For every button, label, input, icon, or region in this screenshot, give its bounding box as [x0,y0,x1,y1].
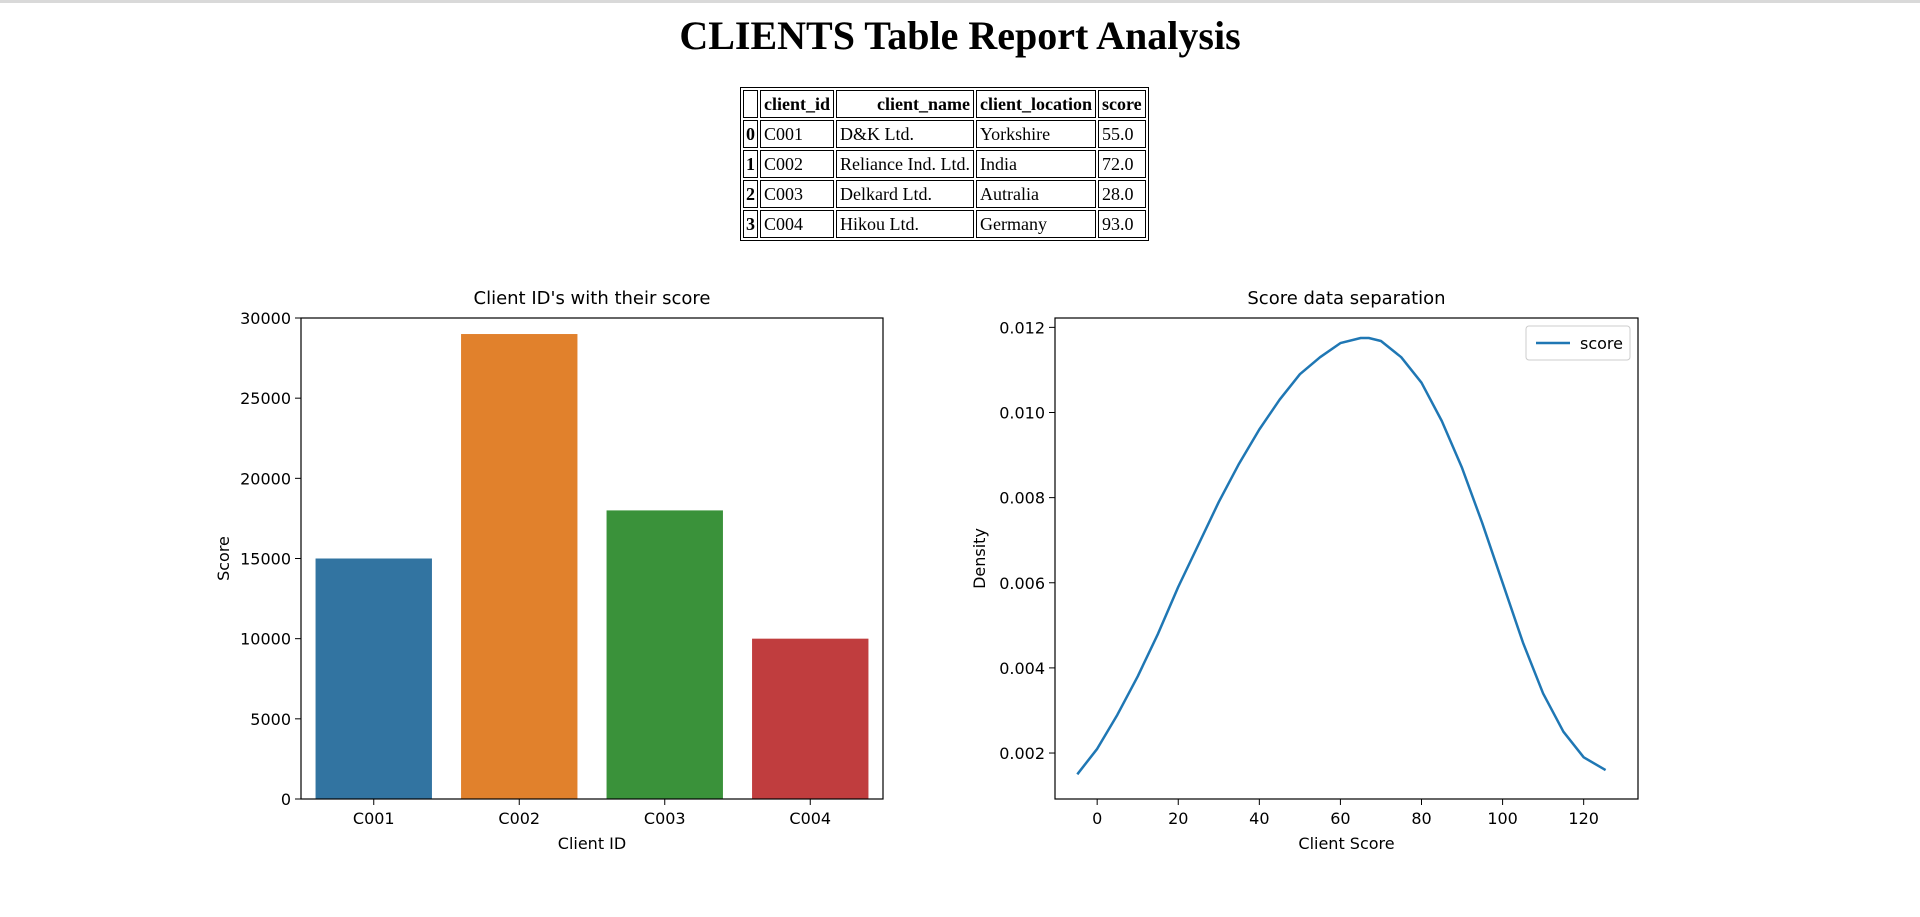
y-tick-label: 0.002 [999,744,1045,763]
x-tick-label: C002 [498,809,540,828]
client-location-cell: Yorkshire [975,120,1096,148]
y-axis-label: Density [970,528,989,589]
bar-c002 [461,334,578,799]
client-id-header: client_id [760,90,834,118]
score-header: score [1097,90,1146,118]
client-id-cell: C003 [760,180,834,208]
table-row: 0 C001 D&K Ltd. Yorkshire 55.0 [743,120,1146,148]
y-tick-label: 20000 [240,469,291,488]
plot-frame [1054,317,1639,800]
row-index: 0 [743,120,758,148]
client-location-cell: Autralia [975,180,1096,208]
y-tick-label: 0.012 [999,318,1045,337]
y-axis-label: Score [214,536,233,581]
chart-title: Client ID's with their score [474,288,711,309]
score-cell: 72.0 [1097,150,1146,178]
x-tick-label: C004 [789,809,831,828]
y-tick-label: 0.010 [999,403,1045,422]
client-id-cell: C001 [760,120,834,148]
client-score-bar-chart: Client ID's with their score 0 5000 10000 15… [214,288,884,853]
score-cell: 28.0 [1097,180,1146,208]
y-tick-label: 30000 [240,309,291,328]
row-index: 1 [743,150,758,178]
y-tick-label: 25000 [240,389,291,408]
y-tick-label: 5000 [250,710,291,729]
legend-box [1525,325,1631,361]
client-name-cell: Hikou Ltd. [836,210,974,238]
client-location-cell: India [975,150,1096,178]
client-name-cell: D&K Ltd. [836,120,974,148]
score-cell: 93.0 [1097,210,1146,238]
top-border [0,0,1920,3]
y-tick-label: 10000 [240,630,291,649]
table-row: 1 C002 Reliance Ind. Ltd. India 72.0 [743,150,1146,178]
legend: score [1525,325,1631,361]
y-tick-label: 0.008 [999,489,1045,508]
bar-c004 [752,638,869,799]
x-tick-label: 100 [1487,809,1518,828]
y-tick-label: 0.004 [999,659,1045,678]
client-location-cell: Germany [975,210,1096,238]
y-tick-label: 0 [281,790,291,809]
y-tick-label: 0.006 [999,574,1045,593]
score-cell: 55.0 [1097,120,1146,148]
report-title: CLIENTS Table Report Analysis [679,13,1241,58]
score-density-chart: Score data separation 0.002 0.004 0.006 0.00… [970,288,1639,853]
row-index: 3 [743,210,758,238]
index-header [743,90,758,118]
bar-c003 [606,510,723,799]
client-id-cell: C004 [760,210,834,238]
x-tick-label: 120 [1568,809,1599,828]
legend-label: score [1580,334,1623,353]
table-header-row: client_id client_name client_location sc… [743,90,1146,118]
x-tick-label: 60 [1330,809,1350,828]
x-tick-label: C001 [353,809,395,828]
client-name-cell: Reliance Ind. Ltd. [836,150,974,178]
y-tick-label: 15000 [240,550,291,569]
x-tick-label: 20 [1168,809,1188,828]
x-tick-label: 40 [1249,809,1269,828]
client-location-header: client_location [975,90,1096,118]
chart-title: Score data separation [1247,288,1445,309]
clients-table: client_id client_name client_location sc… [740,87,1149,241]
table-row: 3 C004 Hikou Ltd. Germany 93.0 [743,210,1146,238]
x-tick-label: C003 [644,809,686,828]
client-name-header: client_name [836,90,974,118]
table-row: 2 C003 Delkard Ltd. Autralia 28.0 [743,180,1146,208]
x-tick-label: 80 [1411,809,1431,828]
x-axis-label: Client ID [558,834,626,853]
x-tick-label: 0 [1092,809,1102,828]
bar-c001 [315,558,432,799]
client-name-cell: Delkard Ltd. [836,180,974,208]
x-axis-label: Client Score [1298,834,1394,853]
client-id-cell: C002 [760,150,834,178]
series-line-score [1076,336,1607,776]
row-index: 2 [743,180,758,208]
